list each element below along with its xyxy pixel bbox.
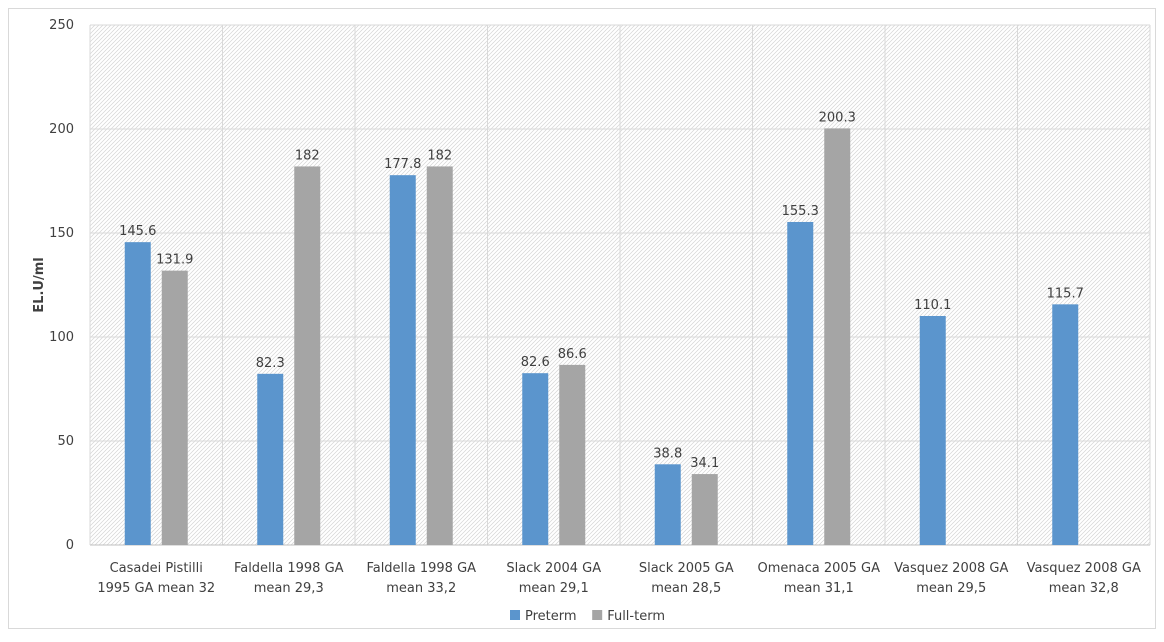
data-label: 182	[427, 148, 452, 163]
data-label: 145.6	[119, 224, 156, 239]
bar	[522, 373, 549, 545]
x-tick-label: Slack 2005 GA	[639, 561, 734, 576]
data-label: 182	[295, 148, 320, 163]
bar	[124, 242, 151, 546]
data-label: 86.6	[558, 347, 587, 362]
legend-label: Full-term	[607, 609, 665, 624]
bar	[389, 175, 416, 545]
x-tick-label: Slack 2004 GA	[506, 561, 601, 576]
x-tick-label: Vasquez 2008 GA	[1027, 561, 1141, 576]
y-axis-title: EL.U/ml	[32, 257, 47, 312]
data-label: 115.7	[1047, 286, 1084, 301]
data-label: 177.8	[384, 157, 421, 172]
data-label: 110.1	[914, 298, 951, 313]
bar	[824, 128, 851, 545]
data-label: 82.6	[521, 355, 550, 370]
bar	[294, 166, 321, 545]
data-labels: 145.6 82.3 177.8 82.6 38.8 155.3 110.1 115.7 131…	[119, 110, 1084, 471]
data-label: 200.3	[819, 110, 856, 125]
x-tick-label: Omenaca 2005 GA	[757, 561, 880, 576]
chart-frame	[8, 8, 1156, 629]
legend-swatch	[592, 610, 603, 620]
bar	[426, 166, 453, 545]
x-tick-label: Casadei Pistilli	[110, 561, 203, 576]
x-tick-label: mean 31,1	[784, 581, 854, 596]
bars	[124, 128, 1079, 546]
x-tick-label: mean 29,3	[254, 581, 324, 596]
data-label: 38.8	[653, 446, 682, 461]
y-tick-label: 250	[49, 18, 74, 33]
x-tick-label: mean 32,8	[1049, 581, 1119, 596]
bar	[919, 315, 946, 545]
axes: 0 50 100 150 200 250 EL.U/ml Casadei Pistilli 19…	[32, 18, 1150, 596]
legend-swatch	[510, 610, 520, 620]
data-label: 34.1	[690, 456, 719, 471]
x-tick-label: Faldella 1998 GA	[366, 561, 476, 576]
y-tick-label: 0	[66, 538, 74, 553]
y-tick-label: 150	[49, 226, 74, 241]
bar	[691, 474, 718, 545]
x-tick-label: mean 33,2	[386, 581, 456, 596]
x-tick-label: mean 29,1	[519, 581, 589, 596]
x-tick-label: mean 29,5	[916, 581, 986, 596]
bar	[161, 270, 188, 545]
x-tick-label: mean 28,5	[651, 581, 721, 596]
x-tick-label: Vasquez 2008 GA	[894, 561, 1008, 576]
data-label: 155.3	[782, 204, 819, 219]
bar	[787, 221, 814, 545]
y-tick-label: 50	[57, 434, 74, 449]
bar	[654, 464, 681, 545]
bar	[559, 364, 586, 545]
x-tick-label: 1995 GA mean 32	[97, 581, 215, 596]
y-tick-label: 100	[49, 330, 74, 345]
data-label: 131.9	[156, 253, 193, 268]
y-tick-label: 200	[49, 122, 74, 137]
legend: Preterm Full-term	[510, 609, 665, 624]
x-tick-label: Faldella 1998 GA	[234, 561, 344, 576]
legend-label: Preterm	[525, 609, 577, 624]
bar	[1052, 304, 1079, 545]
data-label: 82.3	[256, 356, 285, 371]
bar	[257, 373, 284, 545]
